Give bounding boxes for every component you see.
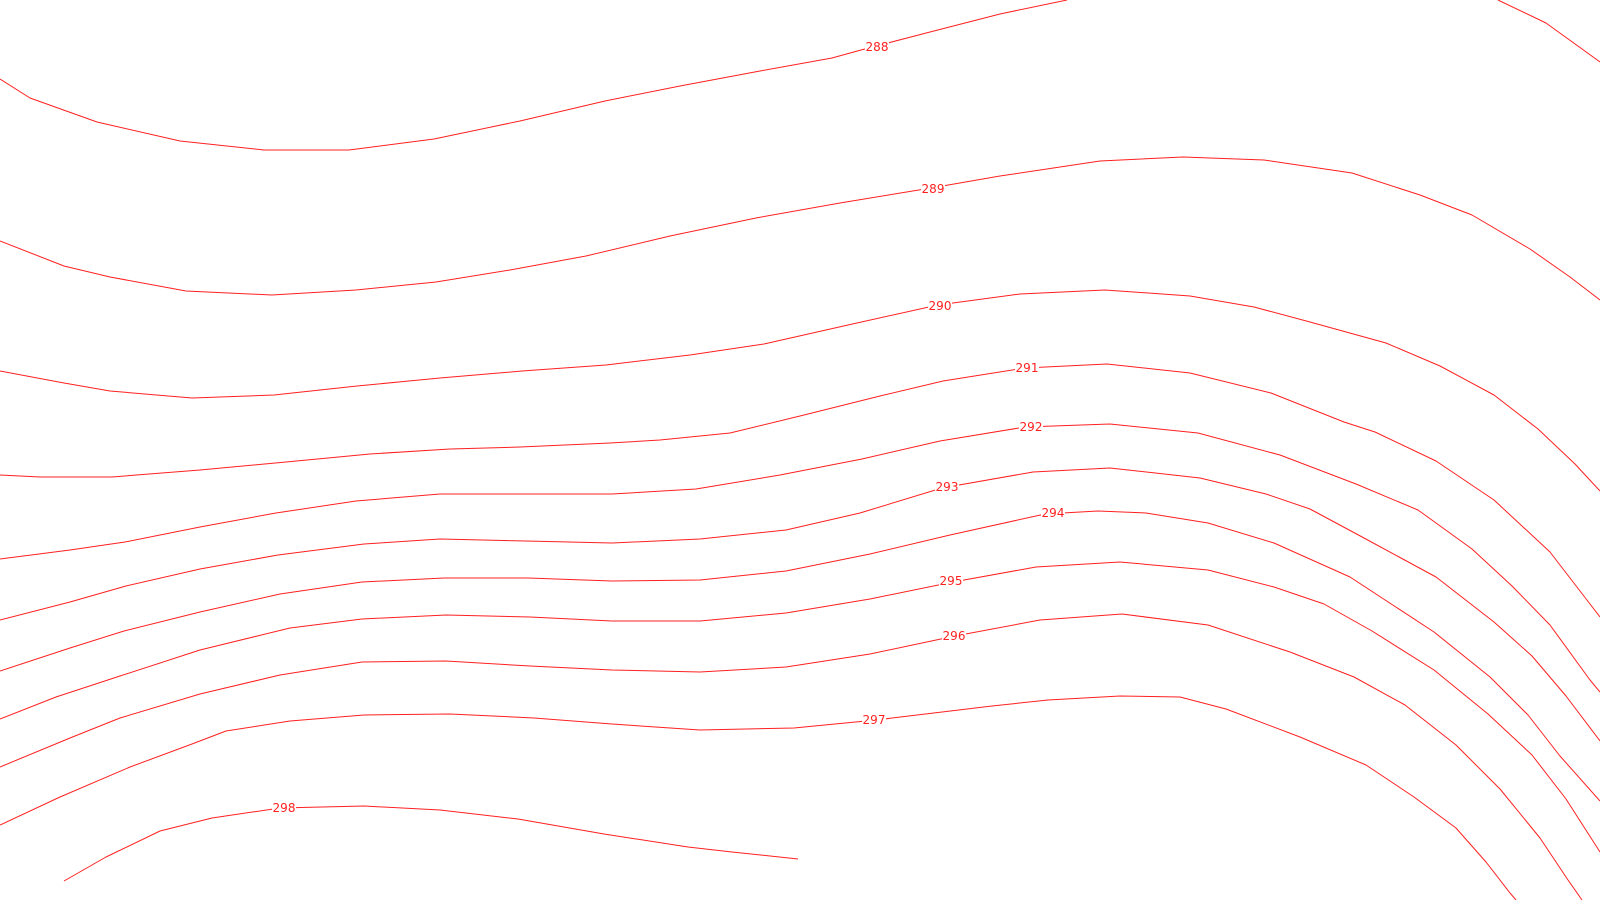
contour-line-289 (0, 156, 1600, 301)
contour-line-294 (0, 510, 1600, 802)
contour-label-290: 290 (928, 299, 952, 313)
contour-label-298: 298 (272, 801, 296, 815)
contour-label-text: 293 (936, 480, 959, 494)
contour-label-293: 293 (935, 480, 959, 494)
contour-line-298 (63, 805, 799, 882)
contour-label-297: 297 (862, 713, 886, 727)
contour-label-text: 295 (940, 574, 963, 588)
contour-line-292 (0, 423, 1600, 693)
contour-label-294: 294 (1041, 506, 1065, 520)
contour-label-292: 292 (1019, 420, 1043, 434)
contour-label-291: 291 (1015, 361, 1039, 375)
contour-line-288 (0, 0, 1068, 151)
contour-line-295 (0, 561, 1600, 853)
contour-label-296: 296 (942, 629, 966, 643)
contour-label-text: 294 (1042, 506, 1065, 520)
contour-line-fragment (1497, 0, 1600, 63)
contour-line-293 (0, 467, 1600, 742)
contour-line-291 (0, 363, 1600, 618)
contour-label-text: 290 (929, 299, 952, 313)
contour-label-288: 288 (865, 40, 889, 54)
contour-label-text: 289 (922, 182, 945, 196)
contour-label-289: 289 (921, 182, 945, 196)
contour-label-text: 298 (273, 801, 296, 815)
contour-label-text: 292 (1020, 420, 1043, 434)
contour-label-text: 297 (863, 713, 886, 727)
contour-label-text: 296 (943, 629, 966, 643)
contour-label-295: 295 (939, 574, 963, 588)
contour-label-text: 288 (866, 40, 889, 54)
contour-label-text: 291 (1016, 361, 1039, 375)
contour-line-296 (0, 613, 1583, 900)
contour-line-290 (0, 289, 1600, 492)
